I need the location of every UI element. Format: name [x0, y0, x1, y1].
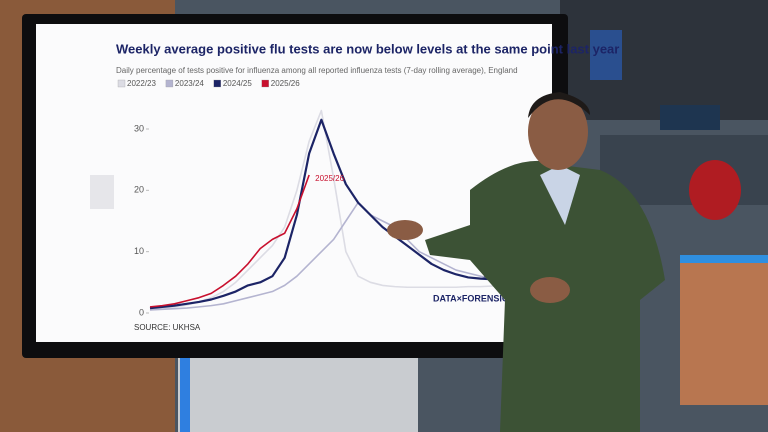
y-tick-label: 30: [134, 123, 144, 133]
hand: [530, 277, 570, 303]
monitor: [590, 30, 622, 80]
chart-subtitle: Daily percentage of tests positive for i…: [116, 66, 518, 75]
legend-swatch: [261, 79, 269, 88]
monitor: [660, 105, 720, 130]
chart-panel: [36, 24, 552, 342]
chart-title: Weekly average positive flu tests are no…: [116, 41, 619, 56]
chart: Weekly average positive flu tests are no…: [116, 41, 619, 332]
y-tick-label: 10: [134, 246, 144, 256]
legend-label: 2023/24: [175, 79, 204, 88]
shirt: [540, 165, 580, 225]
presenter: [387, 92, 665, 432]
series-line: [149, 174, 310, 308]
series-line: [149, 109, 506, 311]
blue-light: [180, 345, 190, 432]
legend-swatch: [117, 79, 126, 88]
desk-light: [680, 255, 768, 263]
hair: [528, 92, 590, 118]
hand: [387, 220, 423, 240]
legend-label: 2024/25: [223, 79, 252, 88]
legend-swatch: [213, 79, 221, 88]
series-line: [149, 118, 505, 310]
y-tick-label: 0: [139, 307, 144, 317]
legend-label: 2022/23: [127, 79, 156, 88]
source: SOURCE: UKHSA: [134, 323, 201, 332]
decor-stripes: [90, 175, 114, 209]
legend-label: 2025/26: [271, 79, 300, 88]
desk-panel: [680, 255, 768, 405]
head: [528, 94, 588, 170]
colleague: [689, 160, 741, 220]
y-tick-label: 20: [134, 185, 144, 195]
brand: DATA×FORENSICS: [433, 293, 514, 303]
legend-swatch: [165, 79, 174, 88]
series-line: [149, 201, 506, 311]
series-annotation: 2025/26: [315, 174, 344, 183]
